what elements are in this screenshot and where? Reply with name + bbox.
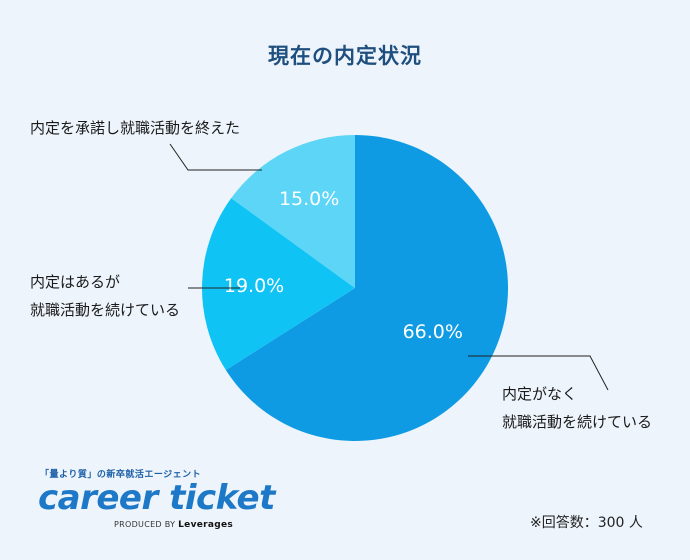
- label-no-offer: 内定がなく 就職活動を続けている: [502, 380, 652, 436]
- logo-name: career ticket: [38, 478, 275, 518]
- label-finished: 内定を承諾し就職活動を終えた: [30, 119, 241, 137]
- value-label: 19.0%: [224, 275, 284, 297]
- slice-no-offer: [225, 135, 509, 442]
- chart-title: 現在の内定状況: [268, 44, 422, 68]
- leader-line: [468, 355, 609, 391]
- logo-tagline: 「量より質」の新卒就活エージェント: [40, 470, 202, 480]
- pie-slices: [202, 135, 509, 442]
- leader-lines: [169, 143, 609, 391]
- label-offer-line2: 就職活動を続けている: [30, 301, 181, 319]
- slice-finished: [231, 135, 355, 288]
- label-offer-continuing: 内定はあるが 就職活動を続けている: [30, 268, 180, 324]
- label-no-offer-line1: 内定がなく: [502, 385, 578, 403]
- slice-offer-continuing: [202, 198, 355, 370]
- value-label: 66.0%: [403, 321, 463, 343]
- value-label: 15.0%: [279, 188, 339, 210]
- company-name: Leverages: [178, 520, 234, 530]
- logo-produced-by: PRODUCED BY Leverages: [114, 520, 233, 530]
- produced-by-text: PRODUCED BY: [114, 520, 176, 529]
- label-offer-line1: 内定はあるが: [30, 273, 121, 291]
- label-no-offer-line2: 就職活動を続けている: [502, 413, 653, 431]
- leader-line: [169, 143, 262, 171]
- respondent-note: ※回答数：300 人: [530, 515, 643, 531]
- pie-value-labels: 66.0% 19.0% 15.0%: [224, 188, 463, 343]
